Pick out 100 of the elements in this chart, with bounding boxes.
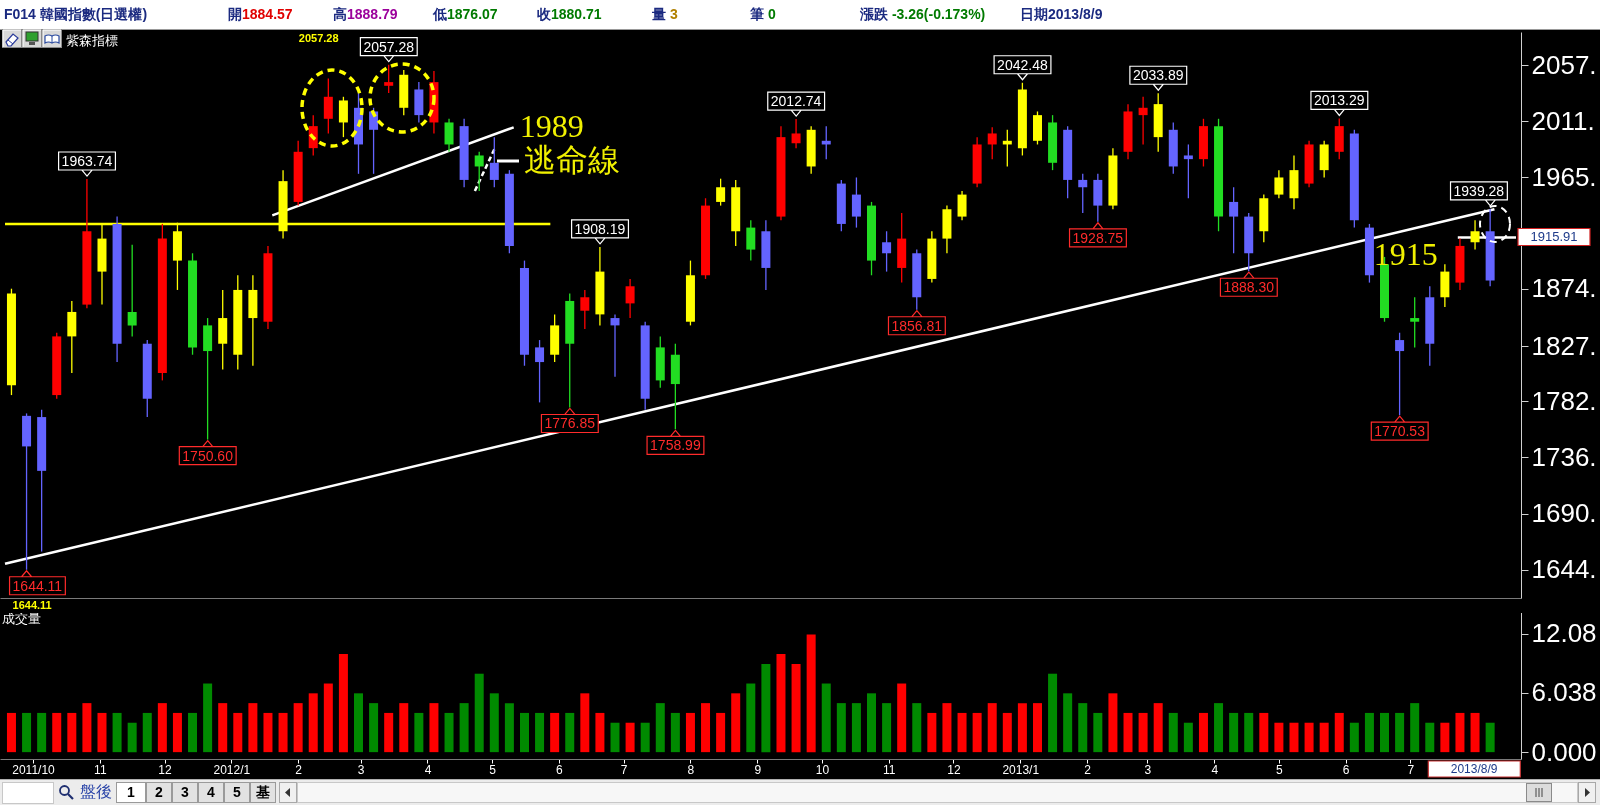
bar [278,712,288,753]
bar [761,663,771,753]
x-tick-label: 4 [424,762,432,777]
bar [489,693,499,753]
tab: 1 [116,782,146,803]
bar [1168,712,1178,753]
bar [1455,712,1465,753]
bar [806,634,816,753]
candlestick [474,151,484,192]
annotation: 1750.60 [182,447,234,464]
candlestick [489,136,499,188]
annotation: 1758.99 [650,437,701,454]
text: 盤後 [80,782,112,802]
y-tick-label: 12.08 [1531,618,1597,649]
y-tick-label: 1965. [1531,161,1597,192]
candlestick [957,190,967,221]
annotation: 2012.74 [770,93,822,110]
y-tick-label: 1874. [1531,273,1597,304]
bar [535,712,545,753]
candlestick [1183,143,1193,199]
x-tick-label: 9 [754,762,762,777]
bar [731,693,741,753]
bar [851,703,861,753]
bar [1017,703,1027,753]
bar [1048,673,1058,753]
annotation: 2013.29 [1313,92,1365,109]
x-tick-label: 3 [357,762,365,777]
bar [836,703,846,753]
annotation: 1939.28 [1453,182,1505,199]
bar [233,712,243,753]
bar [157,703,167,753]
bar [429,703,439,753]
bar [912,703,922,753]
tab: 2 [146,782,172,803]
bar [1470,712,1480,753]
y-tick-label: 1736. [1531,441,1597,472]
bar [1078,703,1088,753]
x-tick-label: 7 [1407,762,1415,777]
bar [1289,722,1299,753]
x-tick-label: 11 [883,762,896,777]
x-tick-label: 2013/1 [1002,762,1040,777]
bar [293,703,303,753]
candlestick [127,244,137,338]
annotation: 2057.28 [298,32,339,44]
y-tick-label: 1690. [1531,498,1597,529]
bar [655,703,665,753]
bar [127,722,137,753]
bar [1334,712,1344,753]
annotation: 1856.81 [891,317,943,334]
bar [640,722,650,753]
bar [1063,693,1073,753]
bar [1395,712,1405,753]
bar [610,722,620,753]
bar [82,703,92,753]
bar [1153,703,1163,753]
bar [701,703,711,753]
bar [942,703,952,753]
bar [580,693,590,753]
bar [459,703,469,753]
text: 開1884.57 高1888.79 低1876.07 收1880.71 量 3 筆 0 漲跌 -3.26(-0.173%) 日期2013/8/9 [228,6,1103,22]
bar [791,663,801,753]
bar [867,693,877,753]
x-tick-label: 8 [687,762,695,777]
bar [1274,722,1284,753]
bar [1123,712,1133,753]
annotation: 逃命線 [524,142,621,179]
bar [1138,712,1148,753]
bar [22,712,32,753]
bar [625,722,635,753]
bar [882,703,892,753]
bar [172,712,182,753]
y-tick-label: 6.038 [1531,677,1597,708]
bar [474,673,484,753]
annotation: 2033.89 [1132,67,1184,84]
x-tick-label: 4 [1211,762,1219,777]
annotation: 1915 [1373,236,1438,273]
y-axis-title: 成交量 [2,611,41,626]
candlestick [1470,219,1480,251]
candlestick [323,77,333,135]
bar [67,712,77,753]
bar [1259,712,1269,753]
bar [37,712,47,753]
x-tick-label: 2 [1084,762,1092,777]
bar [1440,722,1450,753]
bar [1410,703,1420,753]
annotation: 2042.48 [997,56,1048,73]
bar [203,683,213,753]
x-tick-label: 2 [295,762,303,777]
bar [188,712,198,753]
bar [399,703,409,753]
candlestick [338,96,348,138]
bar [1002,712,1012,753]
y-tick-label: 2011. [1531,105,1595,136]
bar [248,703,258,753]
bar [1304,722,1314,753]
bar [550,712,560,753]
candlestick [746,219,756,262]
bar [308,693,318,753]
annotation: 1776.85 [544,415,596,432]
y-tick-label: 1782. [1531,385,1597,416]
